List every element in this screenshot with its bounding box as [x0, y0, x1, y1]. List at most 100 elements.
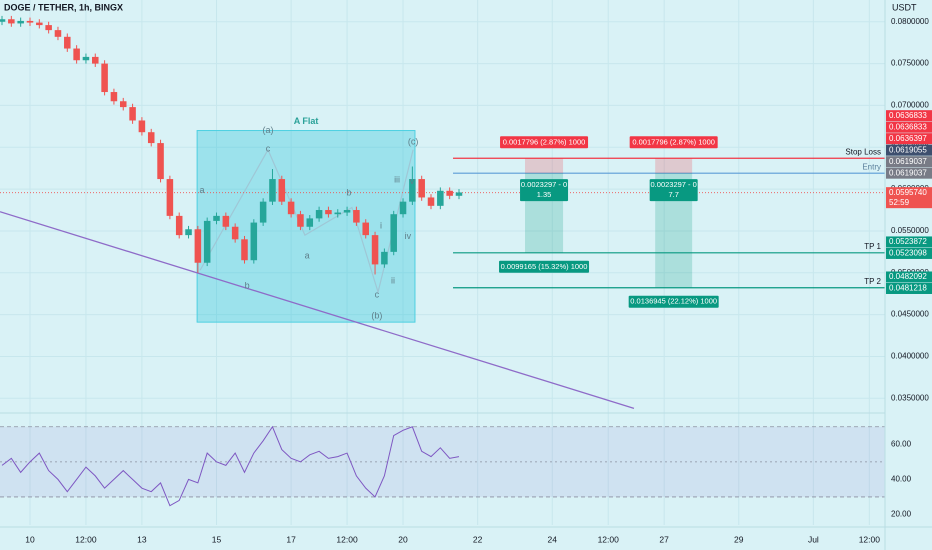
axis-price-box	[886, 236, 932, 248]
candle-body	[175, 215, 183, 236]
risk-label-box	[500, 136, 589, 149]
candle-body	[0, 19, 6, 22]
axis-price-label: 0.0482092	[889, 272, 927, 281]
candle-body	[157, 143, 164, 180]
candle-body	[82, 56, 90, 61]
x-tick-label: Jul	[808, 534, 819, 544]
axis-price-box	[886, 271, 932, 283]
reward-label: 0.0136945 (22.12%) 1000	[630, 297, 717, 306]
x-tick-label: 15	[212, 534, 222, 544]
wave-label: b	[245, 281, 250, 291]
wave-label: b	[346, 188, 351, 198]
candle-body	[8, 19, 15, 24]
candle-body	[17, 20, 24, 24]
x-tick-label: 17	[286, 534, 296, 544]
candle-body	[353, 210, 360, 223]
candle-body	[73, 48, 80, 61]
chart-title: DOGE / TETHER, 1h, BINGX	[4, 2, 123, 12]
wave-label: iv	[405, 231, 412, 241]
level-label: Entry	[862, 162, 881, 171]
axis-price-label: 0.0636397	[889, 134, 927, 143]
candle-body	[45, 25, 52, 31]
candle-body	[92, 56, 99, 64]
wave-label: a	[199, 185, 204, 195]
axis-price-label: 0.0619037	[889, 168, 927, 177]
candle-body	[390, 214, 397, 252]
candle-body	[287, 201, 295, 215]
candle-body	[418, 179, 425, 198]
y-tick-label: 0.0750000	[891, 59, 929, 68]
axis-price-label: 0.0481218	[889, 284, 927, 293]
wave-label: v	[410, 176, 415, 186]
wave-label: (a)	[262, 125, 273, 135]
y-tick-label: 0.0550000	[891, 226, 929, 235]
risk-zone	[525, 158, 564, 174]
x-tick-label: 13	[137, 534, 147, 544]
axis-price-label: 0.0636833	[889, 111, 927, 120]
wave-label: iii	[394, 174, 400, 184]
rsi-tick-label: 20.00	[891, 510, 912, 519]
wave-label: (b)	[371, 311, 382, 321]
x-tick-label: 10	[25, 534, 35, 544]
wave-label: a	[305, 250, 310, 260]
reward-label-box	[628, 295, 719, 308]
wave-label: (c)	[408, 137, 419, 147]
axis-price-box	[886, 110, 932, 122]
candle-body	[371, 235, 379, 265]
x-tick-label: 22	[473, 534, 483, 544]
axis-price-box	[886, 133, 932, 145]
candle-body	[297, 214, 304, 227]
candle-body	[343, 210, 351, 213]
rsi-tick-label: 60.00	[891, 439, 912, 448]
last-price-box	[886, 187, 932, 209]
candle-body	[166, 179, 174, 216]
candle-body	[129, 107, 136, 121]
candle-body	[446, 190, 453, 196]
candle-body	[250, 222, 258, 261]
candle-body	[64, 36, 71, 49]
candle-body	[194, 229, 202, 263]
risk-label-box	[629, 136, 718, 149]
level-label: Stop Loss	[845, 147, 881, 156]
level-label: TP 1	[864, 242, 881, 251]
risk-label: 0.0017796 (2.87%) 1000	[503, 137, 586, 146]
y-tick-label: 0.0350000	[891, 393, 929, 402]
candle-body	[54, 30, 62, 37]
grid	[0, 0, 885, 525]
candle-body	[36, 22, 43, 26]
zone-label: A Flat	[294, 116, 319, 126]
candle-body	[381, 251, 388, 265]
wave-label: c	[266, 143, 271, 153]
candle-body	[278, 179, 286, 202]
candle-body	[315, 210, 323, 219]
mid-label: 7.7	[668, 190, 678, 199]
mid-label-box	[520, 179, 569, 202]
wave-label: i	[380, 220, 382, 230]
candle-body	[119, 101, 127, 108]
candle-body	[185, 229, 192, 236]
unit-label: USDT	[892, 2, 917, 12]
candle-body	[409, 179, 416, 202]
axis-price-label: 0.0619055	[889, 145, 927, 154]
candle-body	[259, 201, 267, 223]
axis-price-label: 0.0619037	[889, 157, 927, 166]
candle-body	[269, 179, 276, 202]
x-tick-label: 20	[398, 534, 408, 544]
rsi-pane	[0, 425, 885, 507]
last-price-label: 0.0595740	[889, 188, 927, 197]
axis-price-box	[886, 156, 932, 168]
candle-body	[110, 92, 118, 102]
mid-label-box	[649, 179, 698, 202]
candle-body	[437, 190, 444, 206]
rsi-tick-label: 40.00	[891, 475, 912, 484]
wave-path	[199, 148, 414, 295]
axis-price-box	[886, 167, 932, 179]
x-tick-label: 12:00	[598, 534, 620, 544]
axis-price-box	[886, 144, 932, 156]
candle-body	[455, 192, 463, 196]
candle-body	[362, 222, 369, 236]
axes: 10 12:00 13 15 17 12:00 20 22 24 12:00 27 29 Jul 12:0…	[25, 17, 932, 544]
x-tick-label: 24	[548, 534, 558, 544]
candle-body	[203, 220, 211, 263]
